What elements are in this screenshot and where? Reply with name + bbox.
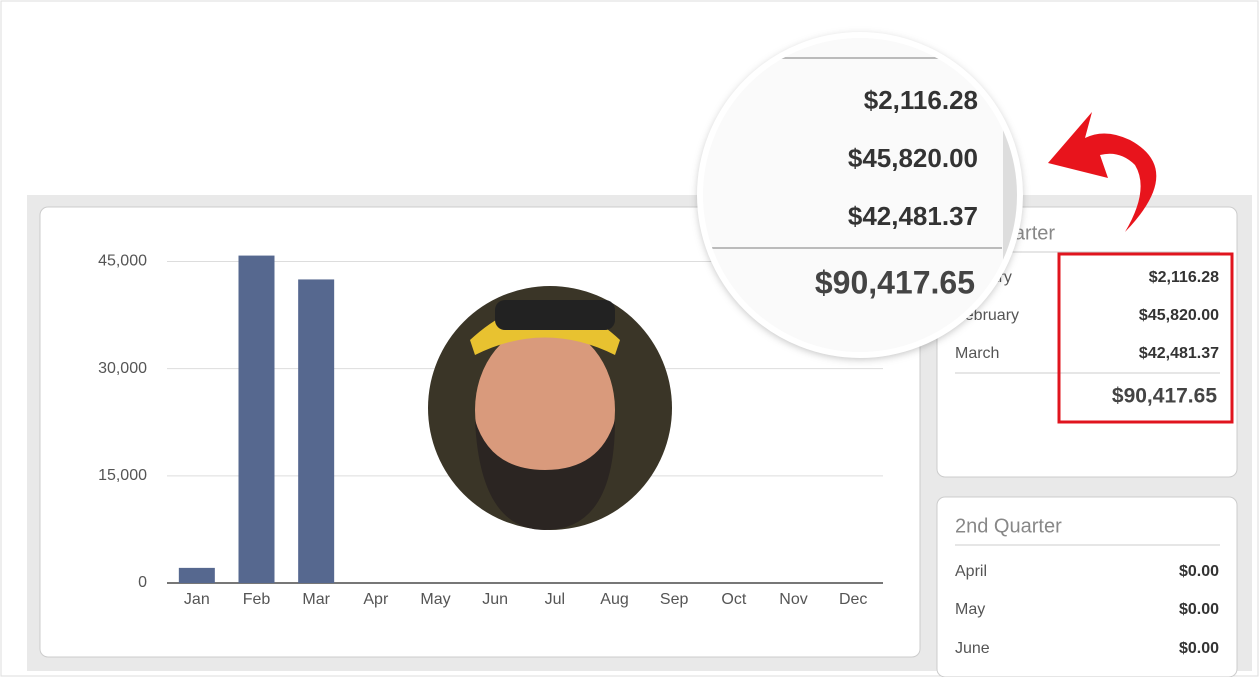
x-tick-label: Jul: [545, 591, 565, 608]
month-label: May: [955, 601, 985, 618]
y-tick-label: 30,000: [98, 360, 147, 377]
avatar: [428, 286, 672, 530]
zoom-value: $42,481.37: [848, 201, 978, 231]
month-value: $45,820.00: [1139, 307, 1219, 324]
quarter-total: $90,417.65: [1112, 385, 1217, 408]
bar: [179, 568, 215, 583]
zoom-value: $45,820.00: [848, 143, 978, 173]
quarter-title: 2nd Quarter: [955, 515, 1062, 537]
x-tick-label: Jun: [482, 591, 508, 608]
month-label: April: [955, 563, 987, 580]
month-value: $0.00: [1179, 563, 1219, 580]
x-tick-label: Sep: [660, 591, 689, 608]
zoom-total: $90,417.65: [815, 264, 975, 300]
x-tick-label: Mar: [302, 591, 330, 608]
month-label: June: [955, 640, 990, 657]
y-tick-label: 0: [138, 574, 147, 591]
x-tick-label: Apr: [363, 591, 389, 608]
bar: [298, 279, 334, 583]
y-tick-label: 45,000: [98, 253, 147, 270]
month-value: $2,116.28: [1149, 269, 1219, 286]
bar: [239, 256, 275, 583]
zoom-value: $2,116.28: [864, 85, 978, 115]
x-tick-label: Dec: [839, 591, 867, 608]
x-tick-label: May: [420, 591, 450, 608]
month-value: $42,481.37: [1139, 345, 1219, 362]
month-value: $0.00: [1179, 601, 1219, 618]
x-tick-label: Nov: [779, 591, 807, 608]
x-tick-label: Aug: [600, 591, 628, 608]
x-tick-label: Jan: [184, 591, 210, 608]
x-tick-label: Oct: [721, 591, 746, 608]
y-tick-label: 15,000: [98, 467, 147, 484]
screenshot: 0 15,000 30,000 45,000 Jan Feb Mar Apr May Jun Jul…: [0, 0, 1259, 677]
x-tick-label: Feb: [243, 591, 271, 608]
month-label: March: [955, 345, 999, 362]
month-value: $0.00: [1179, 640, 1219, 657]
